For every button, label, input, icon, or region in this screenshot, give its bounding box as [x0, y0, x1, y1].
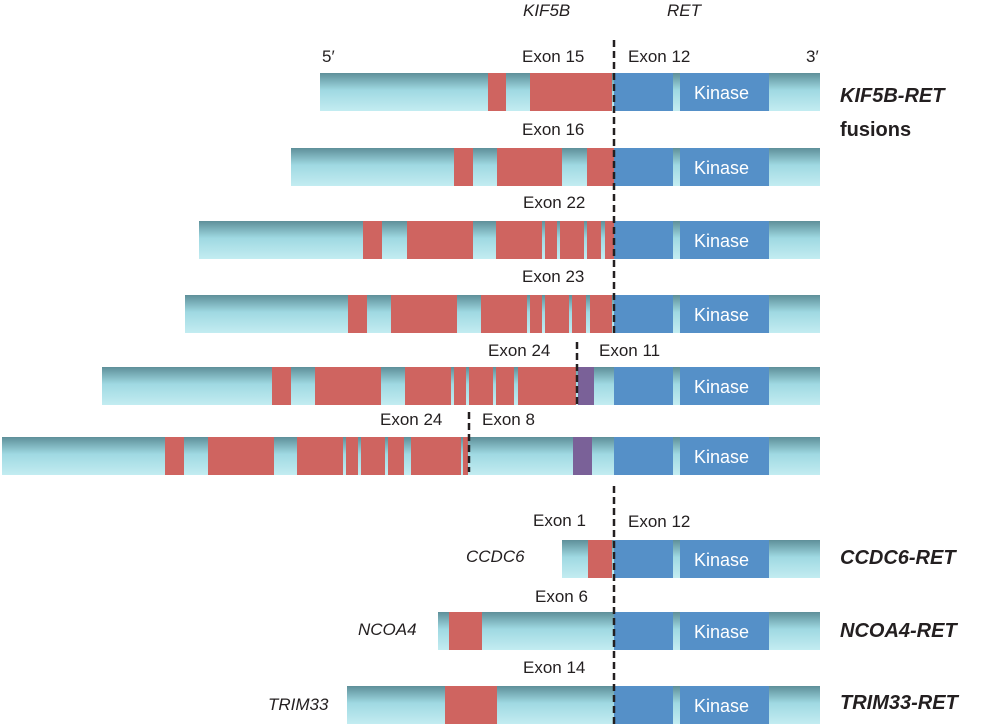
ret-exon-block-7: [614, 612, 673, 650]
ret-exon-block-6: [614, 540, 673, 578]
kinase-label-1: Kinase: [694, 158, 749, 178]
kinase-domain-6: [680, 540, 769, 578]
kif5b-ret-fusion-label: KIF5B-RET: [840, 85, 945, 107]
partner-exon-2-6: [605, 221, 614, 259]
partner-exon-5-6: [411, 437, 461, 475]
ret-exon-block-2: [614, 221, 673, 259]
ret-exon-block-5: [614, 437, 673, 475]
partner-exon-1-1: [497, 148, 562, 186]
kinase-domain-0: [680, 73, 769, 111]
partner-exon-4-5: [496, 367, 514, 405]
kif5b-exon-22-label: Exon 22: [523, 193, 586, 212]
three-prime-label: 3′: [806, 47, 819, 66]
partner-exon-5-7: [463, 437, 468, 475]
ret-exon-12-label: Exon 12: [628, 47, 691, 66]
partner-exon-3-6: [590, 295, 612, 333]
kinase-label-5: Kinase: [694, 447, 749, 467]
ret-gene-header: RET: [667, 1, 701, 20]
partner-exon-4-0: [272, 367, 291, 405]
ccdc6-ret-fusion-label: CCDC6-RET: [840, 547, 956, 569]
kinase-domain-4: [680, 367, 769, 405]
partner-exon-3-3: [530, 295, 542, 333]
partner-exon-0-2: [596, 73, 612, 111]
ccdc6-exon-1-label: Exon 1: [533, 511, 586, 530]
partner-exon-4-1: [315, 367, 381, 405]
kinase-domain-8: [680, 686, 769, 724]
ret-exon-block-0: [614, 73, 673, 111]
trim33-exon-14-label: Exon 14: [523, 658, 586, 677]
trim33-gene-label: TRIM33: [268, 695, 329, 714]
ret-exon-11-label: Exon 11: [599, 341, 661, 360]
partner-exon-5-3: [346, 437, 358, 475]
kinase-label-3: Kinase: [694, 305, 749, 325]
partner-exon-2-1: [407, 221, 473, 259]
kif5b-exon-16-label: Exon 16: [522, 120, 585, 139]
kif5b-gene-header: KIF5B: [523, 1, 571, 20]
partner-exon-3-5: [572, 295, 586, 333]
partner-exon-8-0: [445, 686, 497, 724]
ccdc6-ret-exon-12-label: Exon 12: [628, 512, 691, 531]
partner-exon-5-4: [361, 437, 385, 475]
partner-exon-3-0: [348, 295, 367, 333]
kif5b-exon-15-label: Exon 15: [522, 47, 585, 66]
partner-exon-5-5: [388, 437, 404, 475]
partner-exon-7-0: [449, 612, 482, 650]
kinase-label-8: Kinase: [694, 696, 749, 716]
ret-exon-block-8: [614, 686, 673, 724]
partner-exon-4-4: [469, 367, 493, 405]
ret-extra-exon-5-0: [573, 437, 592, 475]
partner-exon-2-0: [363, 221, 382, 259]
kif5b-exon-24-label: Exon 24: [488, 341, 551, 360]
partner-exon-5-1: [208, 437, 274, 475]
ccdc6-gene-label: CCDC6: [466, 547, 525, 566]
ret-extra-exon-4-0: [578, 367, 594, 405]
kinase-domain-1: [680, 148, 769, 186]
ncoa4-ret-fusion-label: NCOA4-RET: [840, 620, 957, 642]
kinase-label-2: Kinase: [694, 231, 749, 251]
ncoa4-gene-label: NCOA4: [358, 620, 417, 639]
partner-exon-3-4: [545, 295, 569, 333]
partner-exon-4-6: [518, 367, 576, 405]
partner-exon-2-5: [587, 221, 601, 259]
partner-exon-0-1: [530, 73, 596, 111]
kinase-domain-7: [680, 612, 769, 650]
partner-exon-3-2: [481, 295, 527, 333]
partner-exon-0-0: [488, 73, 506, 111]
ret-exon-block-3: [614, 295, 673, 333]
ret-exon-block-1: [614, 148, 673, 186]
partner-exon-4-3: [454, 367, 466, 405]
partner-exon-5-2: [297, 437, 343, 475]
ncoa4-exon-6-label: Exon 6: [535, 587, 588, 606]
kif5b-exon-24b-label: Exon 24: [380, 410, 443, 429]
kinase-label-7: Kinase: [694, 622, 749, 642]
partner-exon-4-2: [405, 367, 451, 405]
kinase-domain-3: [680, 295, 769, 333]
kinase-domain-5: [680, 437, 769, 475]
partner-exon-5-0: [165, 437, 184, 475]
partner-exon-2-2: [496, 221, 542, 259]
partner-exon-1-0: [454, 148, 473, 186]
partner-exon-2-3: [545, 221, 557, 259]
kinase-label-0: Kinase: [694, 83, 749, 103]
ret-exon-block-4: [614, 367, 673, 405]
five-prime-label: 5′: [322, 47, 335, 66]
partner-exon-1-2: [587, 148, 614, 186]
kinase-domain-2: [680, 221, 769, 259]
kif5b-exon-23-label: Exon 23: [522, 267, 585, 286]
ret-exon-8-label: Exon 8: [482, 410, 535, 429]
fusions-label: fusions: [840, 119, 912, 141]
kinase-label-4: Kinase: [694, 377, 749, 397]
kinase-label-6: Kinase: [694, 550, 749, 570]
partner-exon-6-0: [588, 540, 612, 578]
partner-exon-3-1: [391, 295, 457, 333]
trim33-ret-fusion-label: TRIM33-RET: [840, 692, 958, 714]
partner-exon-2-4: [560, 221, 584, 259]
